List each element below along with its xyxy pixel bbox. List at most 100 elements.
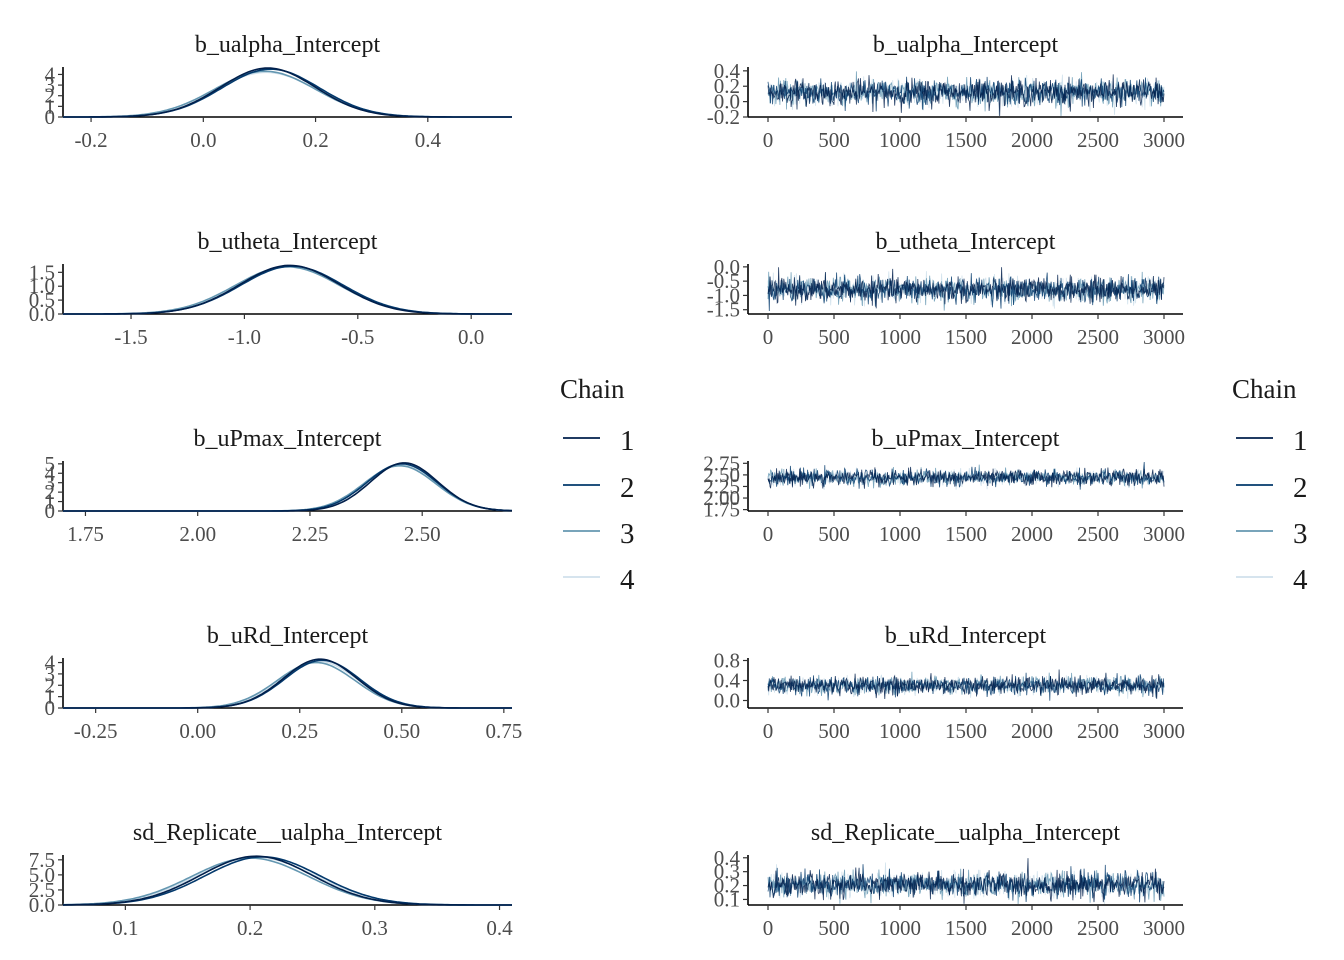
x-tick-label: 0.2 (237, 916, 263, 940)
legend-item-chain-4: 4 (563, 564, 635, 596)
x-tick-label: 1500 (945, 128, 987, 152)
x-tick-label: 1000 (879, 128, 921, 152)
y-tick-label: 0.2 (714, 74, 740, 98)
y-tick-label: 2.25 (703, 474, 740, 498)
legend-item-chain-2: 2 (563, 472, 635, 504)
x-tick-label: 3000 (1143, 522, 1185, 546)
density-line-chain-3 (63, 265, 512, 315)
x-tick-label: 0.25 (281, 719, 318, 743)
x-tick-label: 1500 (945, 719, 987, 743)
density-line-chain-1 (63, 658, 512, 709)
trace-line-chain-1 (767, 267, 1165, 309)
y-tick-label: 2 (45, 480, 56, 504)
legend-item-chain-3: 3 (563, 518, 635, 550)
y-tick-label: 2 (45, 84, 56, 108)
x-tick-label: -0.2 (74, 128, 107, 152)
x-tick-label: 3000 (1143, 916, 1185, 940)
x-tick-label: 0 (763, 325, 774, 349)
x-tick-label: 2000 (1011, 522, 1053, 546)
legend-title: Chain (1232, 374, 1297, 404)
panel-title: b_ualpha_Intercept (195, 32, 381, 58)
x-tick-label: 3000 (1143, 325, 1185, 349)
trace-panel: b_utheta_Intercept 0 500 1000 1500 2000 2500 30… (707, 229, 1185, 349)
legend-label: 2 (1293, 472, 1308, 504)
x-tick-label: 1000 (879, 522, 921, 546)
x-tick-label: 0.4 (415, 128, 442, 152)
panels: b_ualpha_Intercept-0.2 0.0 0.2 0.401234b_ua… (29, 32, 1185, 940)
y-tick-label: 1 (45, 490, 56, 514)
x-tick-label: 2.25 (292, 522, 329, 546)
y-tick-label: 0.0 (714, 255, 740, 279)
legend-right: Chain 1 2 3 4 (1232, 374, 1308, 596)
x-tick-label: 0 (763, 916, 774, 940)
x-tick-label: 0.3 (362, 916, 388, 940)
legend-item-chain-2: 2 (1236, 472, 1308, 504)
y-tick-label: 0.0 (29, 893, 55, 917)
y-tick-label: 0.8 (714, 649, 740, 673)
legend-label: 4 (1293, 564, 1308, 596)
x-tick-label: 0.1 (112, 916, 138, 940)
y-tick-label: -0.5 (707, 269, 740, 293)
legend-label: 3 (1293, 518, 1308, 550)
y-tick-label: 0.0 (714, 689, 740, 713)
x-tick-label: 0.75 (485, 719, 522, 743)
x-tick-label: 2.50 (404, 522, 441, 546)
y-tick-label: 2.50 (703, 463, 740, 487)
y-tick-label: 2.5 (29, 878, 55, 902)
y-tick-label: 0.0 (29, 302, 55, 326)
y-tick-label: 2 (45, 673, 56, 697)
y-tick-label: 0.2 (714, 874, 740, 898)
y-tick-label: 5 (45, 452, 56, 476)
density-line-chain-1 (63, 462, 513, 512)
x-tick-label: 2000 (1011, 916, 1053, 940)
y-tick-label: 4 (45, 651, 56, 675)
trace-line-chain-1 (767, 74, 1165, 117)
y-tick-label: 0.3 (714, 860, 740, 884)
trace-panel: b_ualpha_Intercept 0 500 1000 1500 2000 2500 30… (707, 32, 1185, 152)
x-tick-label: 2000 (1011, 719, 1053, 743)
x-tick-label: 0.0 (458, 325, 484, 349)
x-tick-label: 1500 (945, 916, 987, 940)
y-tick-label: 0.1 (714, 887, 740, 911)
panel-title: b_uRd_Intercept (885, 623, 1047, 649)
y-tick-label: 1 (45, 94, 56, 118)
trace-line-chain-1 (767, 669, 1165, 700)
y-tick-label: -1.0 (707, 283, 740, 307)
panel-title: b_ualpha_Intercept (873, 32, 1059, 58)
legend-label: 4 (620, 564, 635, 596)
panel-title: b_uRd_Intercept (207, 623, 369, 649)
x-tick-label: -0.25 (74, 719, 118, 743)
density-line-chain-4 (63, 265, 512, 315)
x-tick-label: 2.00 (179, 522, 216, 546)
y-tick-label: 3 (45, 73, 56, 97)
x-tick-label: 3000 (1143, 128, 1185, 152)
y-tick-label: 1.75 (703, 498, 740, 522)
y-tick-label: 2.75 (703, 451, 740, 475)
x-tick-label: 0.0 (190, 128, 216, 152)
trace-panel: b_uRd_Intercept 0 500 1000 1500 2000 2500 3000 0… (714, 623, 1185, 743)
x-tick-label: 1.75 (67, 522, 104, 546)
panel-title: sd_Replicate__ualpha_Intercept (133, 820, 443, 846)
density-line-chain-3 (63, 661, 512, 709)
x-tick-label: 500 (818, 719, 850, 743)
x-tick-label: 2500 (1077, 128, 1119, 152)
density-line-chain-4 (63, 856, 512, 906)
density-line-chain-2 (63, 265, 512, 315)
x-tick-label: 2000 (1011, 325, 1053, 349)
y-tick-label: 3 (45, 662, 56, 686)
legend-left: Chain 1 2 3 4 (560, 374, 635, 596)
x-tick-label: 2500 (1077, 719, 1119, 743)
y-tick-label: 0.5 (29, 288, 55, 312)
x-tick-label: 500 (818, 522, 850, 546)
density-line-chain-3 (63, 70, 512, 118)
legend-label: 1 (620, 425, 635, 457)
density-panel: b_utheta_Intercept-1.5 -1.0 -0.5 0.00.00.51… (29, 229, 512, 349)
y-tick-label: 0.4 (714, 669, 741, 693)
trace-line-chain-2 (767, 864, 1165, 903)
y-tick-label: 3 (45, 471, 56, 495)
x-tick-label: -0.5 (341, 325, 374, 349)
y-tick-label: 0 (45, 105, 56, 129)
x-tick-label: 1500 (945, 325, 987, 349)
density-line-chain-1 (62, 855, 512, 906)
